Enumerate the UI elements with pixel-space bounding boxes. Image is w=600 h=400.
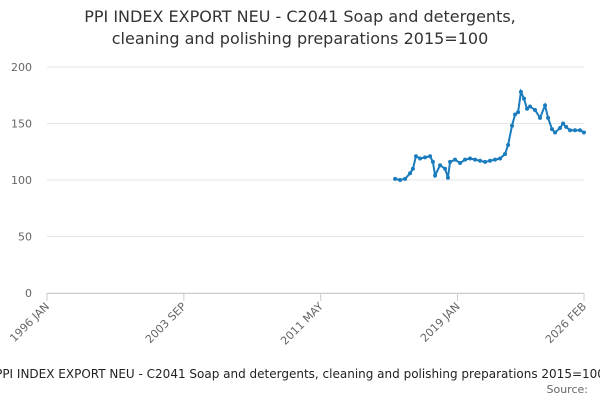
point [573,128,578,133]
point [413,154,418,159]
point [546,115,551,120]
x-tick-label: 2026 FEB [543,300,589,346]
point [528,104,533,109]
x-tick-label: 1996 JAN [7,300,52,345]
chart-title-line: PPI INDEX EXPORT NEU - C2041 Soap and de… [84,7,516,26]
point [403,176,408,181]
point [448,159,453,164]
source: Source: [547,383,589,396]
y-tick-label: 200 [11,61,32,74]
point [533,107,538,112]
point [428,154,433,159]
point [463,157,468,162]
point [549,127,554,132]
caption: PPI INDEX EXPORT NEU - C2041 Soap and de… [0,367,600,381]
point [483,159,488,164]
point [564,124,569,129]
point [503,152,508,157]
point [521,96,526,101]
line [394,88,585,182]
point [578,128,583,133]
point [568,128,573,133]
y-tick-label: 150 [11,118,32,131]
point [398,178,403,182]
point [408,171,413,176]
point [438,163,443,168]
point [581,130,586,135]
point [473,157,478,162]
y-tick-label: 0 [25,287,32,300]
point [543,103,548,108]
point [493,157,498,162]
point [553,130,558,135]
point [468,156,473,161]
point [445,175,450,180]
point [458,161,463,166]
x-tick-label: 2019 JAN [418,300,463,345]
point [506,142,511,147]
point [453,157,458,162]
point [498,156,503,161]
point [510,123,515,128]
y-tick-label: 100 [11,174,32,187]
point [393,176,398,181]
point [525,106,530,111]
point [488,158,493,163]
point [443,166,448,171]
point [518,89,523,94]
point [478,158,483,163]
point [423,155,428,160]
x-tick-label: 2011 MAY [278,300,326,348]
point [513,112,518,117]
point [410,166,415,171]
point [430,159,435,164]
point [538,115,543,120]
point [433,173,438,178]
point [418,156,423,161]
x-tick-label: 2003 SEP [143,300,189,346]
y-tick-label: 50 [18,231,32,244]
point [561,121,566,126]
point [516,110,521,115]
chart-title-line: cleaning and polishing preparations 2015… [112,29,489,48]
point [558,126,563,131]
